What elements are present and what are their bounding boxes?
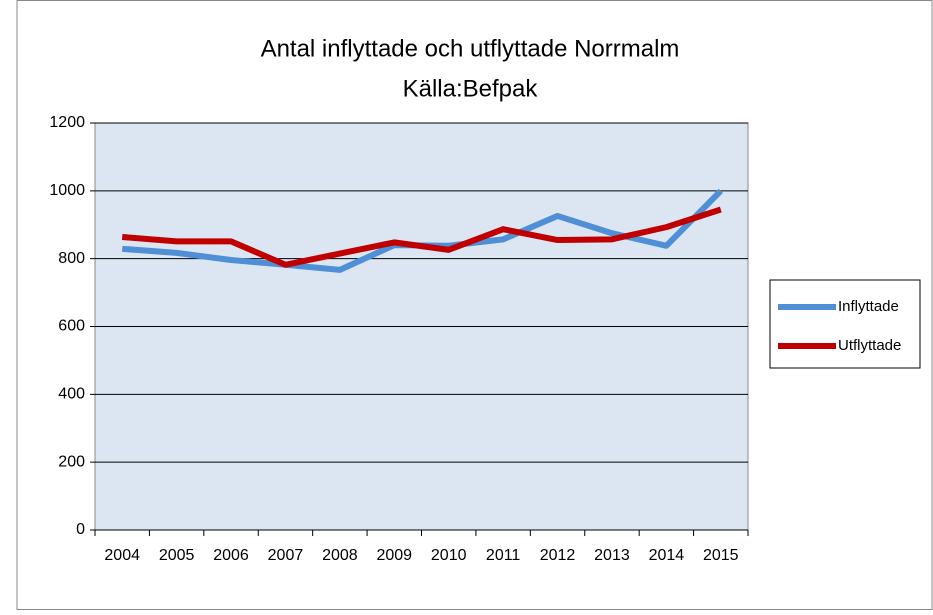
x-tick-label: 2015: [703, 547, 739, 564]
y-tick-label: 1000: [49, 182, 85, 199]
x-tick-label: 2005: [159, 547, 195, 564]
x-tick-label: 2010: [431, 547, 467, 564]
chart-title: Antal inflyttade och utflyttade Norrmalm: [261, 35, 680, 62]
y-tick-label: 1200: [49, 114, 85, 131]
y-tick-label: 200: [58, 453, 85, 470]
x-tick-label: 2009: [376, 547, 412, 564]
legend: [769, 279, 921, 369]
y-tick-label: 600: [58, 318, 85, 335]
legend-label: Utflyttade: [838, 337, 901, 354]
chart-subtitle: Källa:Befpak: [403, 75, 539, 102]
x-tick-label: 2011: [486, 547, 521, 564]
x-tick-label: 2007: [268, 547, 304, 564]
y-tick-label: 400: [58, 386, 85, 403]
series-line: [121, 206, 722, 268]
x-tick-label: 2008: [322, 547, 358, 564]
x-tick-label: 2006: [213, 547, 249, 564]
x-tick-label: 2004: [104, 547, 140, 564]
x-tick-label: 2014: [649, 547, 685, 564]
legend-label: Inflyttade: [838, 298, 899, 315]
y-tick-label: 0: [76, 521, 85, 538]
x-tick-label: 2013: [594, 547, 630, 564]
y-tick-label: 800: [58, 250, 85, 267]
x-tick-label: 2012: [540, 547, 576, 564]
